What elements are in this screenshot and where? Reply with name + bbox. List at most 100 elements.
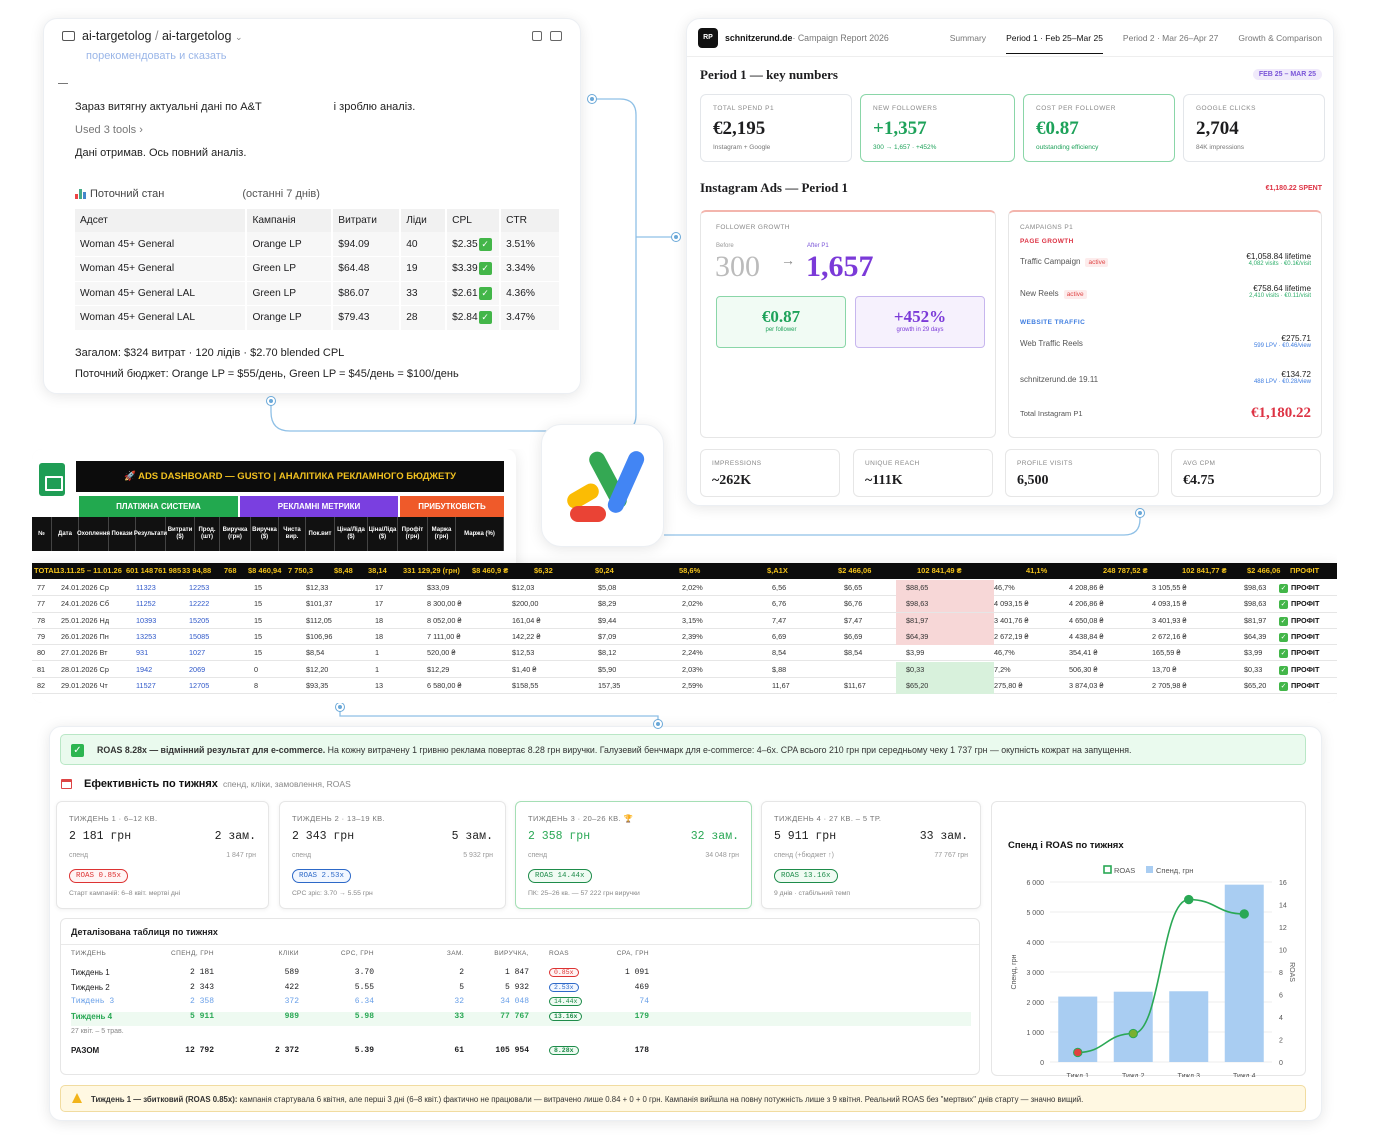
sheet-cell: 12705: [189, 680, 210, 690]
notes-icon[interactable]: [532, 31, 542, 41]
sheet-cell: 7,2%: [994, 664, 1011, 674]
apps-script-logo: [541, 424, 664, 547]
tab-3[interactable]: Growth & Comparison: [1238, 32, 1322, 43]
kpi-card: COST PER FOLLOWER €0.87 outstanding effici…: [1023, 94, 1175, 162]
legend-swatch-spend: [1146, 866, 1153, 873]
roas-badge: ROAS 2.53x: [292, 869, 352, 883]
week-spend: 2 181 грн: [69, 830, 132, 843]
total-cell: $0,24: [595, 566, 614, 575]
sheet-cell: 4 206,86 ₴: [1069, 599, 1104, 609]
sheet-cell: $106,96: [306, 631, 333, 641]
kpi-sub: 84K impressions: [1196, 144, 1245, 151]
chevron-down-icon[interactable]: ⌄: [234, 32, 243, 42]
total-cell: 768: [224, 566, 237, 575]
x-tick-label: Тижд.4: [1233, 1073, 1256, 1077]
sheet-row: 81 28.01.2026 Ср 1942 2069 0 $12,20 1 $12,29 $1,…: [32, 661, 1337, 678]
detail-cell: 3.70: [354, 968, 374, 977]
detail-row: ТИЖДЕНЬ СПЕНД, ГРН КЛІКИ CPC, ГРН ЗАМ. ВИРУЧК…: [71, 950, 971, 964]
y-tick-label: 2 000: [1026, 1000, 1044, 1007]
detail-row: РАЗОМ 12 792 2 372 5.39 61 105 954 8.28x 178: [71, 1046, 971, 1060]
table-cell: $86.07: [332, 281, 402, 306]
table-cell: 33: [400, 281, 448, 306]
sheet-column-header: Ціна/Ліда ($): [335, 517, 368, 551]
tab-0[interactable]: Summary: [949, 32, 987, 43]
roas-point: [1128, 1028, 1138, 1039]
y2-tick-label: 14: [1279, 903, 1287, 910]
total-cell: 33 94,88: [182, 566, 212, 575]
profit-status: ✓ ПРОФІТ: [1279, 680, 1320, 691]
sheet-cell: $7,09: [598, 631, 617, 641]
sheet-cell: $6,76: [844, 599, 863, 609]
y-axis-label: Спенд, грн: [1011, 954, 1018, 989]
sheet-cell: 4 093,15 ₴: [994, 599, 1029, 609]
detail-cell: КЛІКИ: [278, 950, 299, 957]
sheet-banner: 🚀 ADS DASHBOARD — GUSTO | АНАЛІТИКА РЕКЛ…: [76, 461, 504, 492]
campaigns-panel: CAMPAIGNS P1 PAGE GROWTH WEBSITE TRAFFIC…: [1008, 210, 1322, 438]
sheet-cell: 11323: [136, 583, 156, 592]
sheet-cell: 24.01.2026 Сб: [61, 599, 109, 609]
check-icon: ✓: [478, 286, 492, 300]
sheet-column-header: Маржа (грн): [428, 517, 456, 551]
week-orders: 2 зам.: [214, 830, 256, 843]
sheet-row: 78 25.01.2026 Нд 10393 15205 15 $112,05 18 8 05…: [32, 612, 1337, 629]
tab-1[interactable]: Period 1 · Feb 25–Mar 25: [1006, 33, 1103, 54]
sheet-column-header: Охоплення: [77, 517, 110, 551]
campaign-name: Traffic Campaign active: [1020, 257, 1109, 267]
totals-line: Загалом: $324 витрат · 120 лідів · $2.70…: [75, 347, 345, 359]
check-icon: ✓: [1279, 616, 1288, 626]
detail-cell: Тиждень 2: [71, 982, 110, 992]
sheet-cell: 157,35: [598, 680, 621, 690]
legend-swatch-roas: [1103, 865, 1112, 874]
sheet-cell: $12,29: [427, 664, 450, 674]
kpi-sub: outstanding efficiency: [1036, 144, 1099, 151]
roas-point: [1073, 1047, 1083, 1058]
y2-tick-label: 0: [1279, 1060, 1283, 1067]
sheet-cell: 3 105,55 ₴: [1152, 583, 1187, 592]
sheet-cell: 13,70 ₴: [1152, 664, 1177, 674]
sheet-cell: 2,02%: [682, 599, 703, 609]
table-cell: Orange LP: [246, 305, 334, 331]
repo-path[interactable]: ai-targetolog / ai-targetolog ⌄: [82, 29, 243, 43]
week-label: ТИЖДЕНЬ 1 · 6–12 КВ.: [69, 814, 158, 823]
check-icon: ✓: [1279, 665, 1288, 675]
sheet-cell: 165,59 ₴: [1152, 648, 1181, 658]
table-row: Woman 45+ General LAL Green LP $86.07 33 $2.…: [75, 281, 561, 306]
check-icon: ✓: [478, 311, 492, 325]
week-card: ТИЖДЕНЬ 4 · 27 КВ. – 5 ТР. 5 911 грн 33 …: [761, 801, 981, 909]
sheet-cell: $12,33: [306, 583, 329, 592]
assistant-message: Зараз витягну актуальні дані по A&T і зро…: [75, 101, 415, 113]
folder-icon: [62, 31, 75, 41]
total-cell: 13.11.25 – 11.01.26: [56, 566, 122, 575]
sheet-column-header: Маржа (%): [456, 517, 504, 551]
detail-cell: 2 372: [274, 1046, 299, 1055]
sheet-cell: 15: [254, 631, 263, 641]
detail-cell: РАЗОМ: [71, 1046, 100, 1055]
spend-roas-chart: Спенд і ROAS по тижнях ROAS Спенд, грн 0 1 0…: [991, 801, 1306, 1089]
sheet-cell: 46,7%: [994, 583, 1015, 592]
layout-icon[interactable]: [550, 31, 562, 41]
total-cell: 38,14: [368, 566, 387, 575]
table-cell: 19: [400, 256, 448, 282]
report-subtitle: · Campaign Report 2026: [792, 32, 889, 43]
kpi-label: NEW FOLLOWERS: [873, 105, 938, 112]
table-cell: $94.09: [332, 232, 402, 257]
sheet-cell: 18: [375, 631, 384, 641]
tab-2[interactable]: Period 2 · Mar 26–Apr 27: [1122, 32, 1219, 43]
detail-cell: ВИРУЧКА,: [494, 950, 529, 957]
detail-cell: 105 954: [495, 1046, 529, 1055]
total-cell: $2 466,06: [1247, 566, 1281, 575]
table-cell: $79.43: [332, 305, 402, 331]
sheet-cell: 2,02%: [682, 583, 703, 592]
connector-dot: [336, 703, 344, 711]
used-tools-toggle[interactable]: Used 3 tools ›: [75, 124, 143, 136]
profit-status: ✓ ПРОФІТ: [1279, 583, 1320, 593]
sheet-cell: 354,41 ₴: [1069, 648, 1098, 658]
google-sheets-icon: [39, 463, 65, 496]
chevron-right-icon: ›: [139, 124, 143, 136]
detail-cell: 2 181: [189, 968, 214, 977]
sheet-cell: $112,05: [306, 615, 332, 625]
metric-label: AVG CPM: [1183, 460, 1216, 467]
table-cell: $64.48: [332, 256, 402, 282]
detail-row: Тиждень 1 2 181 589 3.70 2 1 847 0.85x 1 091: [71, 968, 971, 982]
sheet-cell: $200,00: [512, 599, 539, 609]
